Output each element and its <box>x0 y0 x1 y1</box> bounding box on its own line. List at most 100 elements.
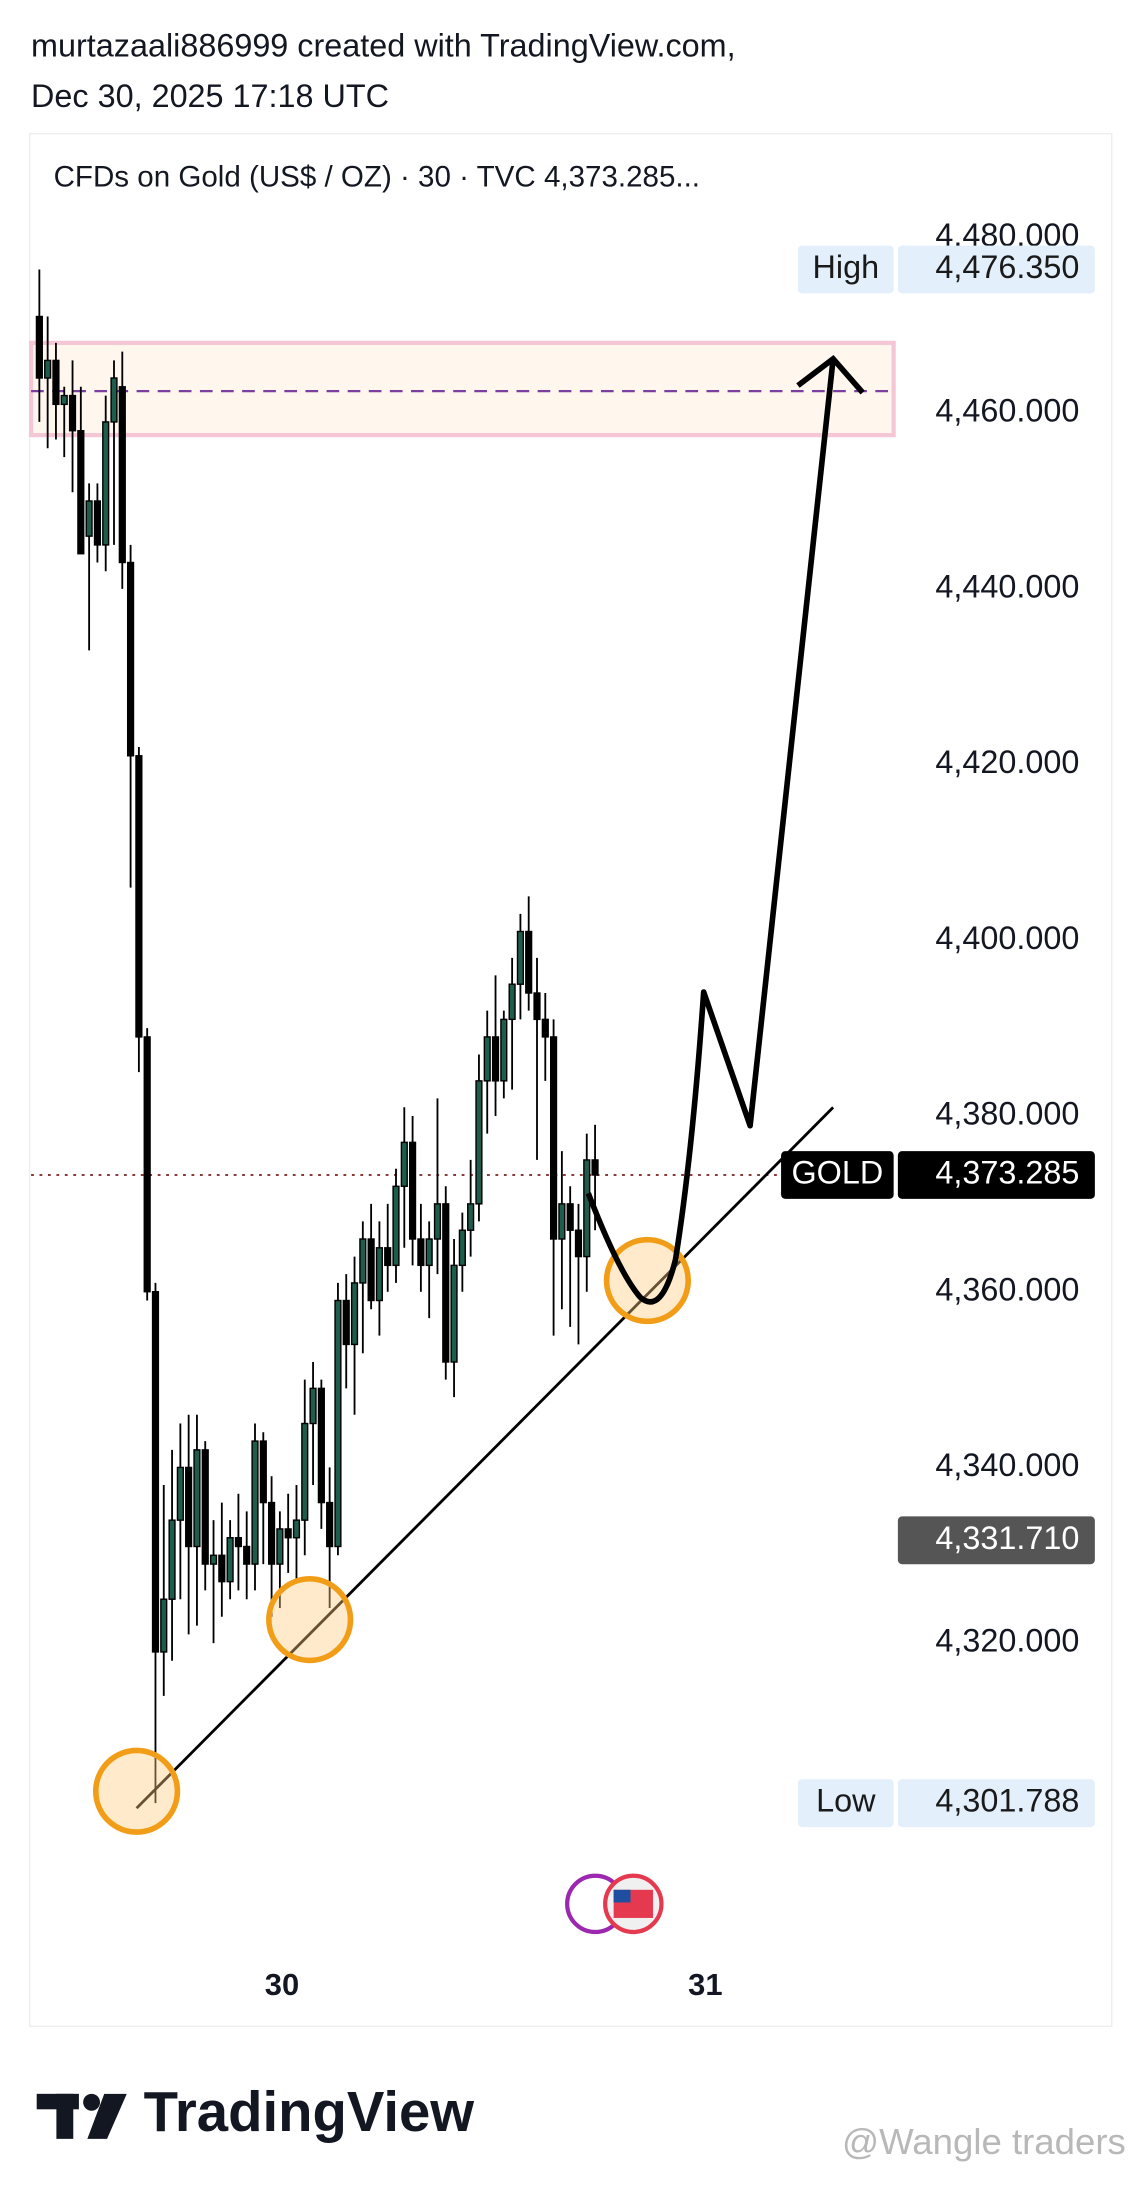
candle-body <box>151 1291 160 1653</box>
price-label: 4,301.788 <box>935 1783 1079 1819</box>
candle-body <box>384 1247 392 1267</box>
candle-body <box>259 1440 267 1504</box>
y-tick-label: 4,420.000 <box>935 744 1079 780</box>
candle-body <box>218 1554 226 1583</box>
y-tick-label: 4,360.000 <box>935 1271 1079 1307</box>
x-tick-label: 30 <box>265 1967 299 2002</box>
price-name: Low <box>816 1783 876 1819</box>
candle-body <box>60 394 68 406</box>
candle-body <box>533 992 541 1021</box>
candle-body <box>574 1229 583 1258</box>
candle-body <box>243 1545 251 1565</box>
candle-body <box>467 1203 475 1231</box>
candle-body <box>508 983 516 1021</box>
chart-frame <box>28 132 1113 2027</box>
candle-body <box>326 1501 334 1548</box>
candle-body <box>234 1537 243 1548</box>
candle-body <box>85 500 93 537</box>
candle-body <box>77 430 85 555</box>
candle-body <box>284 1528 292 1539</box>
candle-body <box>185 1466 193 1548</box>
logo <box>36 2093 127 2139</box>
candle-body <box>135 755 143 1038</box>
candle-body <box>68 394 77 432</box>
touch-circle <box>603 1236 692 1325</box>
event-icons <box>565 1873 664 1935</box>
candle-body <box>375 1247 384 1302</box>
annotations <box>28 340 896 438</box>
candle-body <box>118 386 126 564</box>
candle-body <box>44 359 52 379</box>
price-label-box <box>897 1516 1095 1565</box>
candle-body <box>500 1018 508 1082</box>
candle-body <box>525 930 533 994</box>
candle-body <box>408 1141 417 1240</box>
candle-body <box>516 930 525 985</box>
candle-body <box>201 1449 209 1565</box>
candle-body <box>193 1449 201 1548</box>
touch-circle <box>92 1747 181 1835</box>
price-label: 4,331.710 <box>935 1520 1079 1556</box>
candle-body <box>301 1422 309 1521</box>
y-tick-label: 4,380.000 <box>935 1096 1079 1132</box>
header-line: Dec 30, 2025 17:18 UTC <box>31 78 389 114</box>
candle-body <box>392 1185 400 1267</box>
candle-body <box>475 1080 483 1205</box>
candle-body <box>267 1501 276 1565</box>
price-name-box <box>797 1779 894 1828</box>
candle-body <box>583 1159 591 1258</box>
price-label-box <box>897 1151 1095 1199</box>
watermark: @Wangle traders <box>842 2121 1126 2162</box>
candle-body <box>317 1387 325 1504</box>
arrow-head <box>796 354 865 395</box>
candle-body <box>417 1238 425 1267</box>
brand: TradingView <box>144 2080 475 2143</box>
candle-body <box>359 1238 367 1284</box>
y-tick-label: 4,400.000 <box>935 920 1079 956</box>
candle-body <box>168 1519 176 1600</box>
candle-body <box>52 359 60 406</box>
candle-body <box>110 377 118 423</box>
price-label: 4,476.350 <box>935 249 1079 285</box>
price-label: 4,373.285 <box>935 1155 1079 1191</box>
candle-body <box>176 1466 184 1521</box>
candle-body <box>591 1159 599 1176</box>
candle-body <box>450 1264 458 1363</box>
candle-body <box>334 1299 342 1548</box>
price-name: GOLD <box>791 1155 883 1191</box>
zone <box>28 340 896 438</box>
candle-body <box>541 1018 549 1038</box>
candle-body <box>433 1203 442 1240</box>
price-name: High <box>813 249 880 285</box>
trend-line <box>135 1106 835 1810</box>
candle-body <box>35 315 43 379</box>
chart-title: CFDs on Gold (US$ / OZ) · 30 · TVC 4,373… <box>54 161 700 194</box>
y-tick-label: 4,320.000 <box>935 1623 1079 1659</box>
candle-body <box>566 1203 574 1231</box>
price-name-box <box>797 245 894 294</box>
candle-body <box>292 1519 301 1539</box>
projection-path <box>585 358 836 1305</box>
candle-body <box>342 1299 350 1346</box>
price-label-box <box>897 1779 1095 1828</box>
candle-body <box>367 1238 375 1302</box>
candle-body <box>425 1238 433 1267</box>
price-name-box <box>781 1151 894 1199</box>
candle-body <box>276 1528 284 1565</box>
candle-body <box>442 1203 450 1363</box>
candle-body <box>209 1554 218 1565</box>
candle-body <box>558 1203 566 1240</box>
candle-body <box>483 1036 491 1082</box>
candle-body <box>102 421 110 546</box>
candle-body <box>160 1598 168 1653</box>
candle-body <box>251 1440 259 1565</box>
candle-body <box>309 1387 317 1425</box>
x-tick-label: 31 <box>688 1967 722 2002</box>
touch-circle <box>266 1576 354 1664</box>
y-tick-label: 4,340.000 <box>935 1447 1079 1483</box>
y-tick-label: 4,440.000 <box>935 568 1079 604</box>
candle-body <box>400 1141 408 1187</box>
y-tick-label: 4,460.000 <box>935 393 1079 429</box>
candle-body <box>143 1036 151 1293</box>
